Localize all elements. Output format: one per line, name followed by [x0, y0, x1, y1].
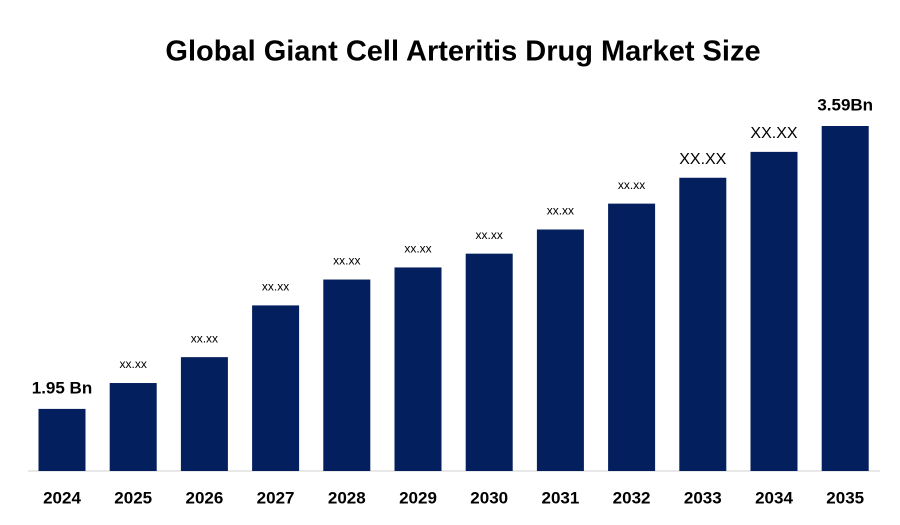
x-tick-label: 2032 — [613, 488, 651, 507]
x-tick-label: 2031 — [541, 488, 579, 507]
value-label: xx.xx — [262, 280, 289, 294]
value-label: 3.59Bn — [817, 95, 873, 114]
x-tick-label: 2025 — [114, 488, 152, 507]
bar — [608, 203, 656, 471]
bar — [679, 177, 727, 471]
bar — [821, 126, 869, 471]
value-label: XX.XX — [679, 151, 726, 168]
value-label: xx.xx — [618, 178, 645, 192]
bar — [536, 229, 584, 471]
bar — [465, 253, 513, 471]
bar — [323, 279, 371, 471]
value-label: xx.xx — [120, 357, 147, 371]
x-tick-label: 2029 — [399, 488, 437, 507]
x-tick-label: 2033 — [684, 488, 722, 507]
x-tick-label: 2034 — [755, 488, 793, 507]
bar — [394, 267, 442, 471]
value-label: xx.xx — [191, 331, 218, 345]
bar — [38, 408, 86, 471]
chart-title: Global Giant Cell Arteritis Drug Market … — [165, 36, 760, 68]
x-tick-label: 2030 — [470, 488, 508, 507]
bar — [180, 357, 228, 471]
bar — [109, 383, 157, 471]
x-tick-label: 2027 — [257, 488, 295, 507]
x-tick-label: 2035 — [826, 488, 864, 507]
value-label: xx.xx — [404, 242, 431, 256]
value-label: XX.XX — [750, 125, 797, 142]
value-label: 1.95 Bn — [32, 378, 92, 397]
bar — [750, 151, 798, 471]
value-label: xx.xx — [547, 204, 574, 218]
value-label: xx.xx — [476, 228, 503, 242]
x-tick-label: 2024 — [43, 488, 81, 507]
value-label: xx.xx — [333, 254, 360, 268]
x-tick-label: 2028 — [328, 488, 366, 507]
bar — [252, 305, 300, 471]
x-tick-label: 2026 — [185, 488, 223, 507]
